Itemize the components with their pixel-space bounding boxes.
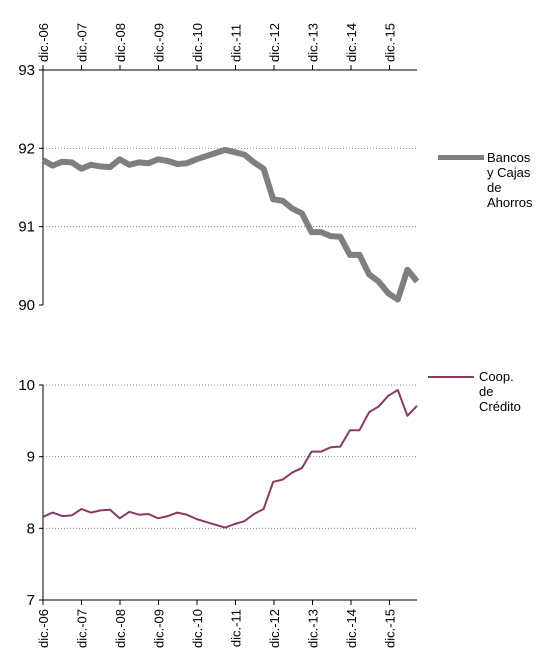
x-tick-label-bottom-0: dic.-06 [36, 609, 51, 648]
y-tick-label-top-90: 90 [18, 297, 35, 314]
x-tick-label-bottom-7: dic.-13 [306, 609, 321, 648]
legend-swatch-bancos [438, 155, 484, 160]
y-tick-label-bottom-7: 7 [27, 592, 35, 609]
series-line-bottom [42, 389, 418, 529]
x-tick-label-bottom-6: dic.-12 [267, 609, 282, 648]
y-tick-label-top-92: 92 [18, 140, 35, 157]
y-tick-label-top-93: 93 [18, 62, 35, 79]
legend-swatch-coop [428, 376, 474, 378]
series-line-top [41, 146, 420, 303]
x-tick-label-bottom-1: dic.-07 [75, 609, 90, 648]
legend-label-coop: Coop. de Crédito [479, 369, 521, 414]
y-tick-label-bottom-9: 9 [27, 449, 35, 466]
y-tick-label-bottom-10: 10 [18, 377, 35, 394]
x-tick-label-bottom-8: dic.-14 [344, 609, 359, 648]
x-tick-label-top-5: dic.-11 [229, 24, 244, 62]
x-tick-label-top-3: dic.-09 [152, 23, 167, 62]
x-tick-label-top-2: dic.-08 [113, 23, 128, 62]
x-tick-label-top-4: dic.-10 [190, 23, 205, 62]
x-tick-label-top-1: dic.-07 [75, 23, 90, 62]
x-tick-label-bottom-9: dic.-15 [383, 609, 398, 648]
x-tick-label-top-8: dic.-14 [344, 23, 359, 62]
x-tick-label-bottom-5: dic.-11 [229, 609, 244, 647]
x-tick-label-top-7: dic.-13 [306, 23, 321, 62]
x-tick-label-top-9: dic.-15 [383, 23, 398, 62]
x-tick-label-bottom-4: dic.-10 [190, 609, 205, 648]
y-tick-label-top-91: 91 [18, 219, 35, 236]
legend-label-bancos: Bancos y Cajas de Ahorros [487, 150, 533, 210]
x-tick-label-top-0: dic.-06 [36, 23, 51, 62]
y-tick-label-bottom-8: 8 [27, 520, 35, 537]
x-tick-label-bottom-3: dic.-09 [152, 609, 167, 648]
x-tick-label-bottom-2: dic.-08 [113, 609, 128, 648]
x-tick-label-top-6: dic.-12 [267, 23, 282, 62]
bottom-panel: 7 8 9 10 dic.-06 dic.-07 dic.-08 dic.-09 dic.-10… [18, 377, 418, 648]
